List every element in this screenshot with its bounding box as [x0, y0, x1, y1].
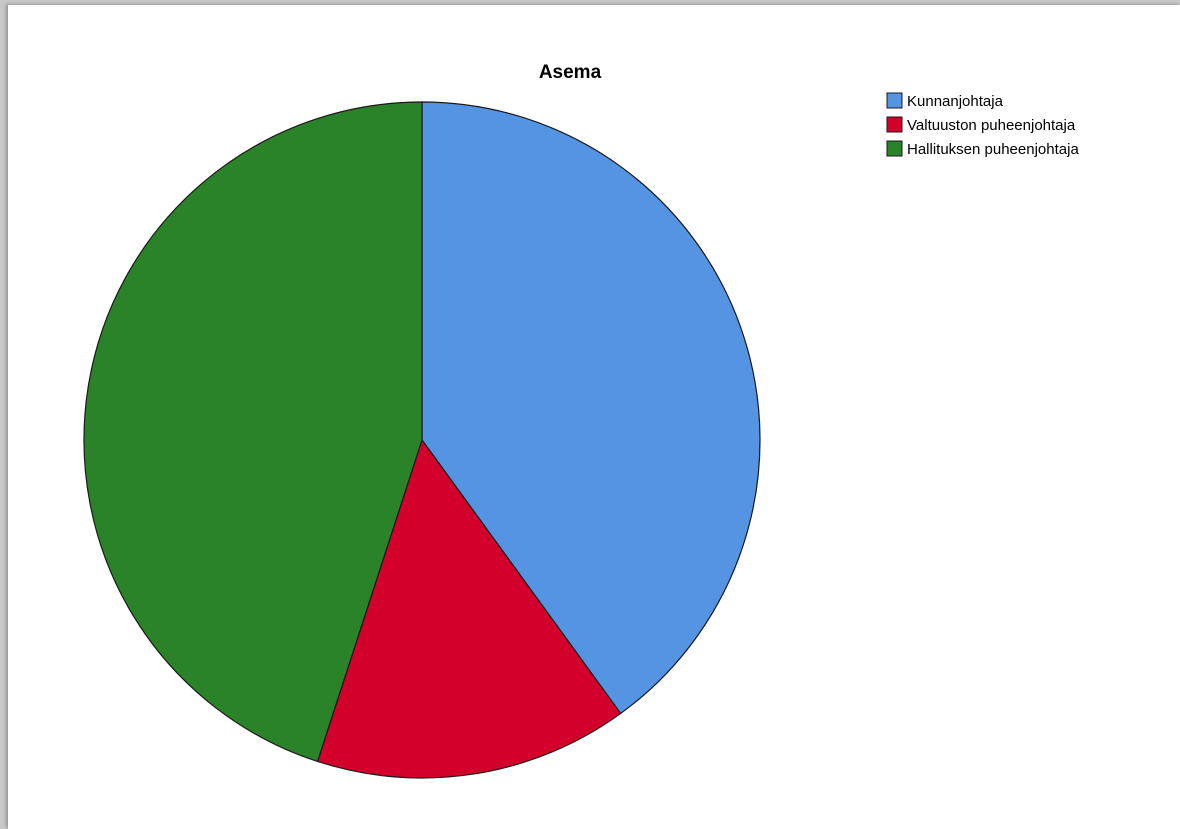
- legend-swatch-1: [886, 92, 903, 109]
- pie-slice-1: [421, 101, 761, 715]
- pie-slice-2: [316, 438, 622, 779]
- legend-swatch-3: [886, 140, 903, 157]
- chart-title: Asema: [539, 62, 602, 83]
- legend: Kunnanjohtaja Valtuuston puheenjohtaja Hal…: [886, 92, 1079, 158]
- pie-slice-3: [83, 101, 423, 763]
- pie-slices: [83, 101, 761, 779]
- legend-label-2: Valtuuston puheenjohtaja: [907, 117, 1076, 134]
- legend-label-1: Kunnanjohtaja: [907, 93, 1004, 110]
- legend-label-3: Hallituksen puheenjohtaja: [907, 141, 1079, 158]
- legend-swatch-2: [886, 116, 903, 133]
